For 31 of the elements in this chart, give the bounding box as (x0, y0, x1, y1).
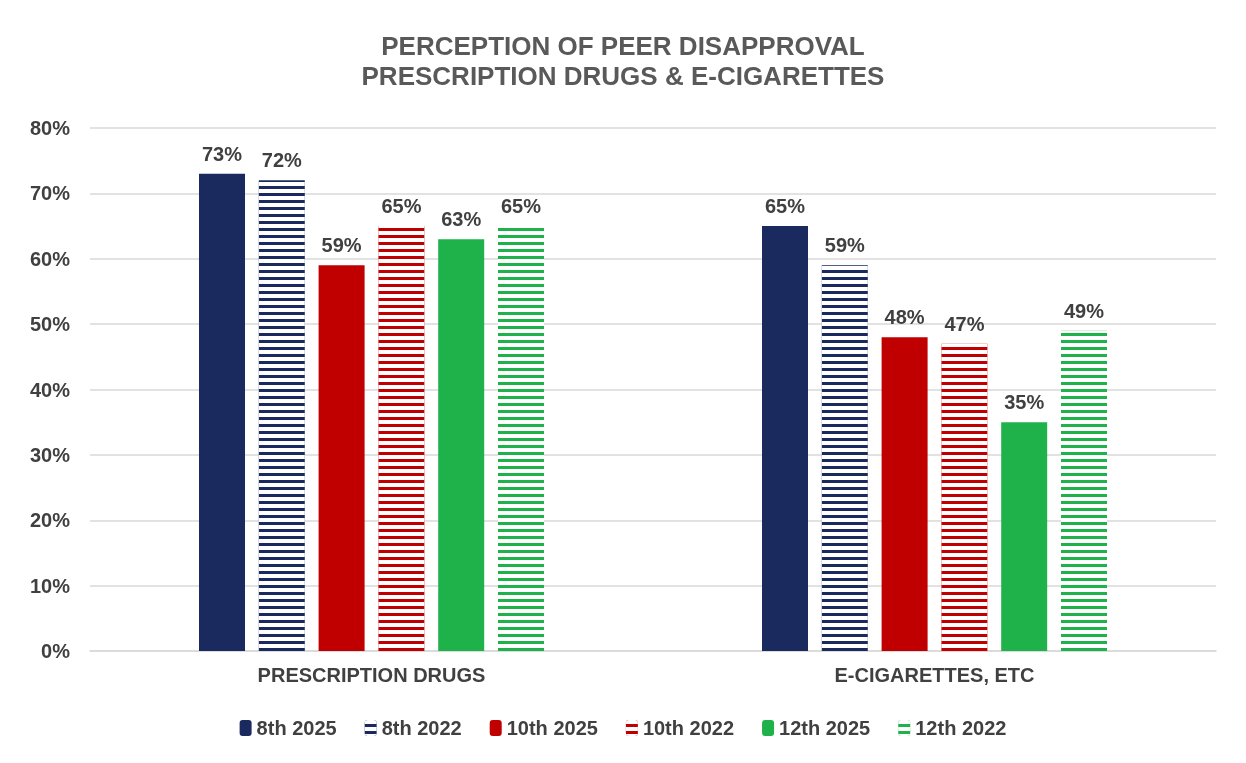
data-label: 65% (764, 195, 806, 218)
data-label: 63% (441, 208, 482, 231)
legend-label: 10th 2025 (506, 717, 598, 739)
y-tick-label: 0% (41, 640, 71, 662)
y-tick-label: 30% (29, 443, 71, 466)
legend-label: 12th 2022 (915, 717, 1007, 739)
chart-subtitle: PRESCRIPTION DRUGS & E-CIGARETTES (361, 61, 885, 91)
y-tick-label: 10% (29, 574, 71, 597)
legend-label: 12th 2025 (779, 717, 871, 739)
legend-label: 10th 2022 (642, 717, 735, 739)
legend-label: 8th 2025 (256, 717, 337, 739)
data-label: 65% (381, 195, 422, 218)
y-tick-label: 40% (29, 378, 71, 401)
x-tick-label: PRESCRIPTION DRUGS (257, 664, 486, 686)
legend-label: 8th 2022 (381, 717, 462, 739)
data-label: 59% (824, 234, 866, 257)
data-label: 59% (321, 234, 362, 257)
data-label: 65% (500, 195, 542, 218)
y-tick-label: 60% (29, 247, 71, 270)
chart-title: PERCEPTION OF PEER DISAPPROVAL (381, 31, 865, 61)
data-label: 35% (1004, 391, 1045, 414)
data-label: 49% (1063, 299, 1105, 322)
y-tick-label: 50% (29, 313, 71, 336)
y-tick-label: 70% (29, 182, 71, 205)
data-label: 47% (944, 312, 985, 335)
data-label: 48% (884, 306, 925, 329)
data-label: 73% (201, 142, 243, 165)
y-tick-label: 80% (29, 117, 71, 139)
data-label: 72% (261, 149, 303, 172)
x-tick-label: E-CIGARETTES, ETC (834, 664, 1035, 686)
y-tick-label: 20% (29, 509, 71, 532)
